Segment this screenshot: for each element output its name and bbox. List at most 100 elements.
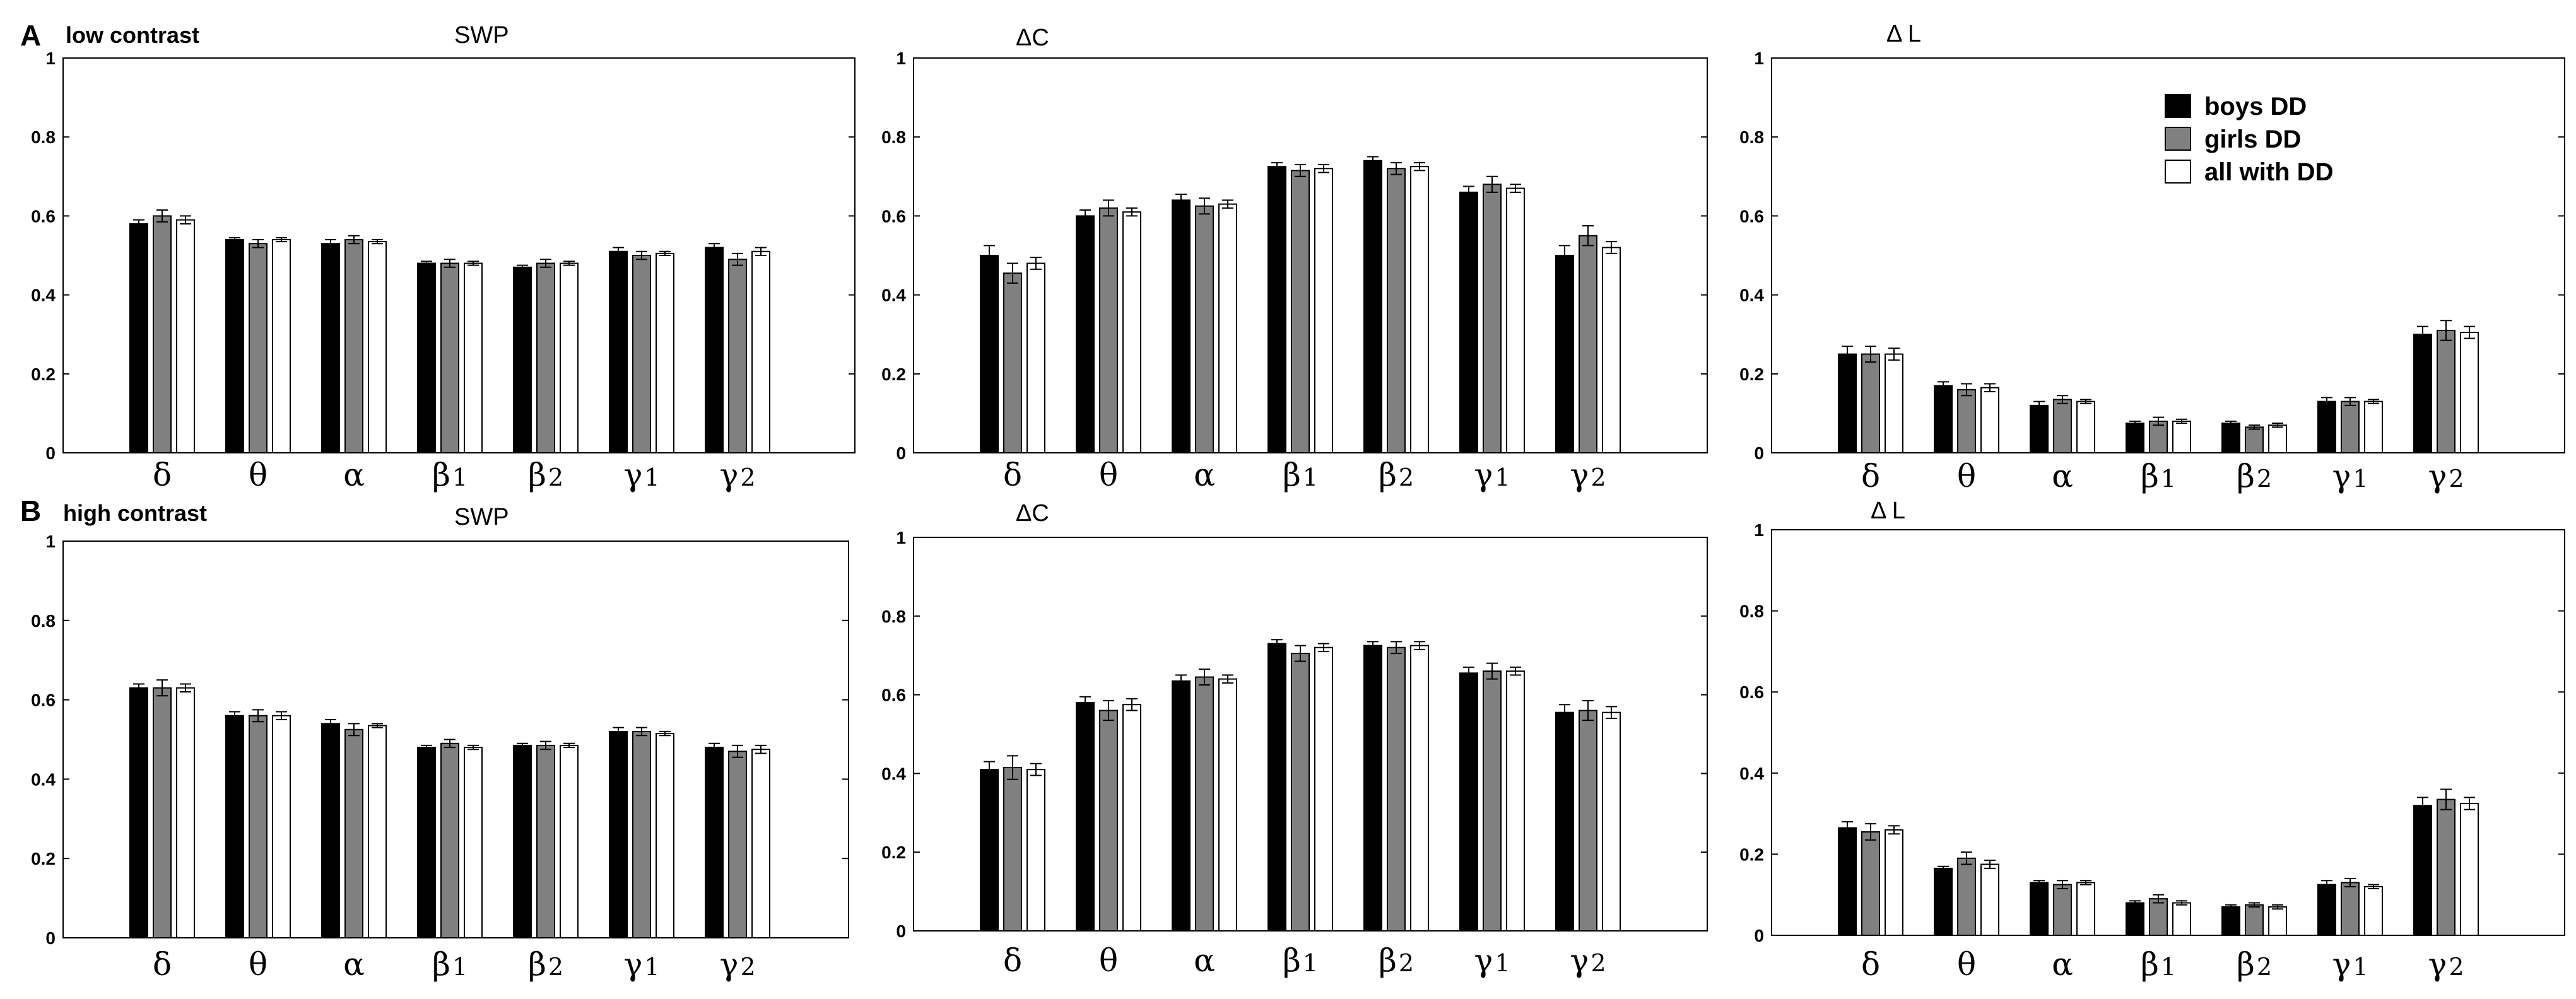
panel-B3: Δ L 0 0.2 0.4 0.6 0.8 1 δ θ α β1 β2 γ1 γ2 xyxy=(1739,498,2565,983)
bar xyxy=(1838,353,1857,453)
axes-frame xyxy=(1771,57,2565,453)
bar xyxy=(1957,389,1976,454)
bar xyxy=(2076,882,2095,937)
y-tick-label: 1 xyxy=(45,49,56,68)
bar xyxy=(1195,205,1214,453)
axes-frame xyxy=(913,57,1708,453)
x-category-label: γ2 xyxy=(719,457,755,493)
legend-label: all with DD xyxy=(2204,158,2333,186)
bar xyxy=(368,241,387,453)
bar xyxy=(1172,199,1191,453)
bar xyxy=(417,262,436,453)
legend-swatch xyxy=(2165,127,2191,151)
bar xyxy=(464,747,483,938)
x-category-label: θ xyxy=(249,457,268,493)
bar xyxy=(1980,387,1999,454)
bar xyxy=(536,744,555,939)
x-category-label: γ2 xyxy=(2428,946,2464,983)
bar xyxy=(609,730,628,939)
bar xyxy=(2317,884,2336,936)
bar xyxy=(1099,710,1118,932)
bar xyxy=(632,255,651,453)
x-category-label: β2 xyxy=(528,457,563,493)
bar xyxy=(2053,399,2072,453)
y-tick-label: 0.6 xyxy=(1739,206,1764,226)
bar xyxy=(1218,203,1237,453)
bar xyxy=(2245,904,2264,937)
bar xyxy=(705,247,724,453)
bar xyxy=(1410,166,1429,453)
bar xyxy=(1314,646,1333,932)
bar xyxy=(1483,670,1502,932)
x-category-label: β1 xyxy=(1283,942,1318,979)
y-tick-label: 0 xyxy=(1754,443,1764,463)
bar xyxy=(417,747,436,938)
x-category-label: β1 xyxy=(432,457,468,493)
bar xyxy=(560,262,579,453)
bar xyxy=(1483,184,1502,453)
bar xyxy=(1267,166,1286,453)
bar xyxy=(1026,262,1045,453)
bar xyxy=(1195,676,1214,932)
bar xyxy=(176,687,195,938)
y-tick-label: 0.8 xyxy=(881,607,906,626)
x-category-label: γ2 xyxy=(1570,942,1606,979)
axes-frame xyxy=(1771,529,2565,936)
panel-title: SWP xyxy=(454,22,509,49)
bar xyxy=(2149,898,2168,937)
x-category-label: γ1 xyxy=(1474,457,1510,493)
y-tick-label: 0 xyxy=(45,928,56,948)
bar xyxy=(1267,643,1286,932)
x-category-label: β1 xyxy=(1283,457,1318,493)
y-tick-label: 0.4 xyxy=(31,286,56,305)
bar xyxy=(1363,160,1382,453)
bar xyxy=(1555,255,1574,453)
x-category-label: γ1 xyxy=(2332,458,2368,494)
bar xyxy=(1838,827,1857,936)
legend-label: girls DD xyxy=(2204,126,2301,153)
y-tick-label: 0.2 xyxy=(1739,365,1764,384)
legend-swatch xyxy=(2165,94,2191,118)
x-category-label: θ xyxy=(249,946,268,983)
bar xyxy=(1387,646,1406,932)
bar xyxy=(2030,882,2049,937)
bar xyxy=(2413,334,2432,454)
y-tick-label: 0.2 xyxy=(881,365,906,384)
bar xyxy=(321,243,340,453)
bar xyxy=(129,223,148,453)
bar xyxy=(344,238,363,453)
bar xyxy=(1459,191,1478,453)
y-tick-label: 0.2 xyxy=(31,849,56,868)
bar xyxy=(1506,187,1525,453)
x-category-label: β1 xyxy=(432,946,468,983)
panels: SWP 0 0.2 0.4 0.6 0.8 1 δ θ α β1 β2 γ1 γ2 ΔC 0 0.2 0.4 0.6… xyxy=(31,21,2565,983)
bar xyxy=(1934,385,1953,454)
axes-frame xyxy=(913,537,1708,932)
bar xyxy=(225,238,244,453)
legend-swatch xyxy=(2165,160,2191,184)
bar xyxy=(1555,711,1574,932)
x-category-label: θ xyxy=(1099,942,1118,979)
x-category-label: β2 xyxy=(2237,946,2272,983)
bar xyxy=(2149,420,2168,453)
y-tick-label: 0.6 xyxy=(881,206,906,226)
bar xyxy=(153,687,172,938)
bar xyxy=(1387,168,1406,453)
x-category-label: α xyxy=(1194,457,1215,493)
panel-title: Δ L xyxy=(1871,498,1905,524)
bar xyxy=(1363,645,1382,932)
y-tick-label: 1 xyxy=(1754,49,1764,68)
bar xyxy=(1602,247,1621,453)
x-category-label: δ xyxy=(1003,457,1022,493)
bar xyxy=(609,250,628,453)
bar xyxy=(272,715,291,938)
bar xyxy=(1410,645,1429,932)
legend-label: boys DD xyxy=(2204,93,2307,120)
x-category-label: α xyxy=(2052,458,2073,494)
bar xyxy=(129,687,148,938)
bar xyxy=(1459,672,1478,932)
bar xyxy=(1980,863,1999,936)
bar xyxy=(1579,235,1597,453)
bar xyxy=(2221,906,2240,936)
